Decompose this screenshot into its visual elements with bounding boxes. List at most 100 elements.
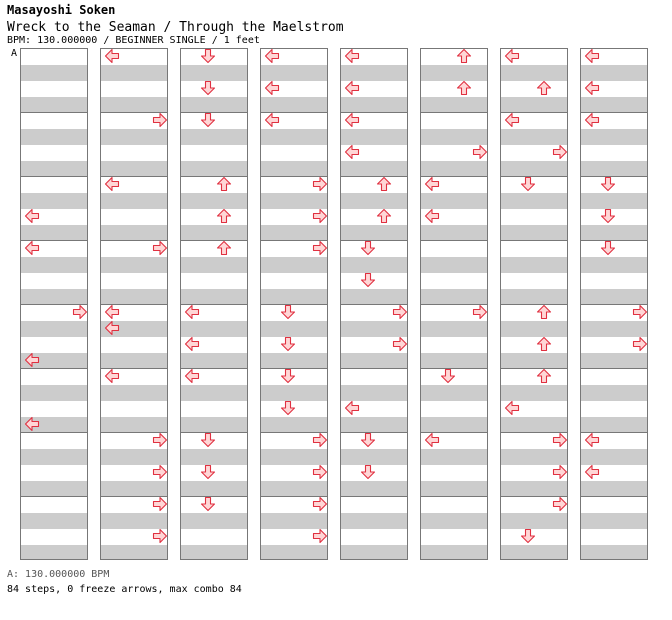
measure-line bbox=[581, 240, 647, 241]
chart-column-2 bbox=[100, 48, 168, 560]
measure-line bbox=[21, 432, 87, 433]
measure-line bbox=[261, 432, 327, 433]
step-arrow-left-icon bbox=[344, 144, 360, 160]
bpm-marker-label: A bbox=[11, 48, 18, 59]
step-arrow-right-icon bbox=[152, 464, 168, 480]
step-arrow-down-icon bbox=[520, 528, 536, 544]
step-arrow-left-icon bbox=[584, 48, 600, 64]
step-arrow-left-icon bbox=[504, 112, 520, 128]
step-arrow-up-icon bbox=[536, 80, 552, 96]
measure-line bbox=[341, 112, 407, 113]
step-arrow-right-icon bbox=[472, 304, 488, 320]
measure-line bbox=[501, 368, 567, 369]
step-arrow-left-icon bbox=[344, 48, 360, 64]
step-arrow-left-icon bbox=[584, 464, 600, 480]
step-arrow-left-icon bbox=[344, 400, 360, 416]
step-arrow-down-icon bbox=[200, 496, 216, 512]
step-arrow-left-icon bbox=[24, 208, 40, 224]
step-arrow-right-icon bbox=[312, 240, 328, 256]
chart-column-8 bbox=[580, 48, 648, 560]
measure-line bbox=[501, 496, 567, 497]
step-arrow-down-icon bbox=[280, 368, 296, 384]
step-arrow-left-icon bbox=[424, 208, 440, 224]
measure-line bbox=[581, 112, 647, 113]
measure-line bbox=[581, 304, 647, 305]
step-arrow-left-icon bbox=[104, 304, 120, 320]
measure-line bbox=[421, 432, 487, 433]
measure-line bbox=[341, 368, 407, 369]
step-arrow-left-icon bbox=[184, 304, 200, 320]
step-arrow-right-icon bbox=[312, 176, 328, 192]
step-arrow-right-icon bbox=[632, 304, 648, 320]
measure-line bbox=[181, 368, 247, 369]
measure-line bbox=[341, 240, 407, 241]
step-arrow-down-icon bbox=[200, 112, 216, 128]
step-arrow-left-icon bbox=[264, 112, 280, 128]
measure-line bbox=[181, 432, 247, 433]
step-arrow-down-icon bbox=[360, 240, 376, 256]
step-arrow-up-icon bbox=[536, 304, 552, 320]
measure-line bbox=[21, 240, 87, 241]
step-arrow-left-icon bbox=[584, 112, 600, 128]
measure-line bbox=[581, 176, 647, 177]
measure-line bbox=[21, 304, 87, 305]
step-arrow-right-icon bbox=[72, 304, 88, 320]
step-arrow-left-icon bbox=[264, 48, 280, 64]
measure-line bbox=[21, 496, 87, 497]
step-arrow-down-icon bbox=[600, 240, 616, 256]
step-arrow-left-icon bbox=[24, 416, 40, 432]
step-arrow-left-icon bbox=[344, 112, 360, 128]
step-arrow-down-icon bbox=[200, 80, 216, 96]
step-arrow-up-icon bbox=[376, 208, 392, 224]
step-arrow-left-icon bbox=[424, 432, 440, 448]
chart-column-3 bbox=[180, 48, 248, 560]
measure-line bbox=[421, 496, 487, 497]
chart-column-6 bbox=[420, 48, 488, 560]
step-arrow-down-icon bbox=[200, 48, 216, 64]
measure-line bbox=[101, 368, 167, 369]
chart-column-4 bbox=[260, 48, 328, 560]
step-arrow-down-icon bbox=[360, 464, 376, 480]
step-arrow-up-icon bbox=[216, 176, 232, 192]
step-arrow-right-icon bbox=[152, 432, 168, 448]
measure-line bbox=[101, 176, 167, 177]
step-arrow-left-icon bbox=[24, 240, 40, 256]
measure-line bbox=[421, 240, 487, 241]
step-arrow-up-icon bbox=[536, 336, 552, 352]
measure-line bbox=[21, 368, 87, 369]
step-arrow-up-icon bbox=[536, 368, 552, 384]
measure-line bbox=[101, 304, 167, 305]
measure-line bbox=[261, 112, 327, 113]
measure-line bbox=[101, 112, 167, 113]
measure-line bbox=[261, 240, 327, 241]
measure-line bbox=[101, 432, 167, 433]
step-arrow-down-icon bbox=[280, 336, 296, 352]
step-arrow-right-icon bbox=[312, 496, 328, 512]
step-arrow-left-icon bbox=[584, 432, 600, 448]
step-arrow-right-icon bbox=[312, 432, 328, 448]
measure-line bbox=[501, 240, 567, 241]
step-arrow-right-icon bbox=[312, 528, 328, 544]
step-arrow-left-icon bbox=[104, 48, 120, 64]
step-arrow-right-icon bbox=[552, 496, 568, 512]
step-arrow-left-icon bbox=[104, 176, 120, 192]
measure-line bbox=[341, 432, 407, 433]
song-title: Wreck to the Seaman / Through the Maelst… bbox=[7, 20, 344, 35]
measure-line bbox=[341, 496, 407, 497]
step-arrow-down-icon bbox=[280, 400, 296, 416]
step-arrow-right-icon bbox=[392, 304, 408, 320]
step-arrow-right-icon bbox=[152, 240, 168, 256]
step-arrow-left-icon bbox=[264, 80, 280, 96]
step-arrow-up-icon bbox=[456, 48, 472, 64]
measure-line bbox=[181, 240, 247, 241]
measure-line bbox=[421, 304, 487, 305]
measure-line bbox=[581, 368, 647, 369]
measure-line bbox=[261, 496, 327, 497]
measure-line bbox=[501, 432, 567, 433]
artist-name: Masayoshi Soken bbox=[7, 3, 116, 17]
step-arrow-up-icon bbox=[216, 240, 232, 256]
step-arrow-up-icon bbox=[456, 80, 472, 96]
measure-line bbox=[501, 176, 567, 177]
step-arrow-right-icon bbox=[392, 336, 408, 352]
measure-line bbox=[261, 368, 327, 369]
